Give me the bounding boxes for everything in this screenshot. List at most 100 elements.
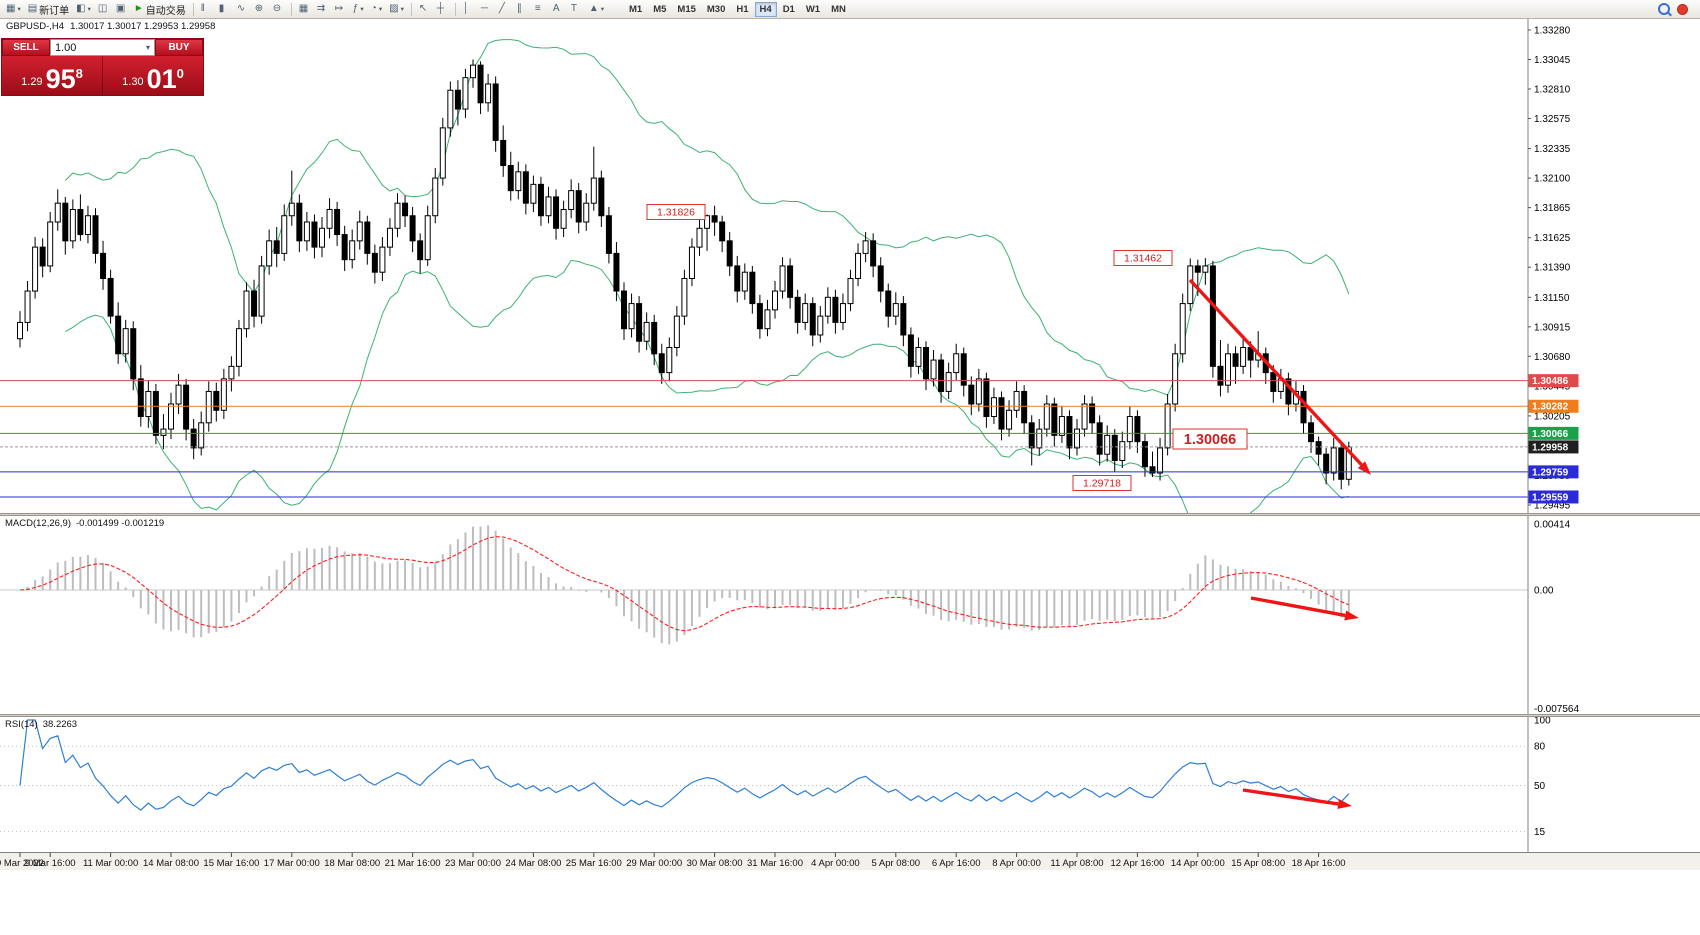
- new-order-button-label: 新订单: [39, 5, 70, 17]
- new-order-button[interactable]: ▤ 新订单: [25, 1, 72, 17]
- bar-chart-button[interactable]: ‖: [198, 1, 215, 17]
- timeframe-m30-button[interactable]: M30: [702, 2, 730, 17]
- rsi-label: RSI(14): [5, 719, 38, 730]
- channel-icon: ∥: [516, 3, 522, 14]
- macd-scale-tick: 0.00: [1534, 586, 1554, 597]
- caret-down-icon: ▾: [600, 6, 604, 13]
- chart-shift-icon: ↦: [334, 3, 344, 14]
- data-window-icon: ▣: [115, 3, 126, 14]
- macd-label: MACD(12,26,9): [5, 518, 71, 529]
- sell-price[interactable]: 1.29 958: [2, 56, 103, 95]
- new-chart-icon: ▦: [6, 3, 16, 14]
- panel-separator[interactable]: [0, 513, 1700, 516]
- line-chart-button[interactable]: ∿: [234, 1, 251, 17]
- time-tick: 14 Mar 08:00: [143, 858, 199, 869]
- time-tick: 8 Apr 00:00: [992, 858, 1041, 869]
- macd-scale-tick: 0.00414: [1534, 519, 1571, 530]
- price-tag-label: 1.30066: [1532, 429, 1569, 440]
- timeframe-bar: M1 M5 M15 M30 H1 H4 D1 W1 MN: [624, 1, 851, 17]
- price-callout[interactable]: [646, 204, 706, 220]
- trendline-button[interactable]: ╱: [496, 1, 513, 17]
- price-tick: 1.31625: [1534, 233, 1571, 244]
- connection-status-icon: [1677, 3, 1688, 15]
- price-tick: 1.30205: [1534, 411, 1571, 422]
- toolbar-separator: [454, 2, 456, 16]
- timeframe-h1-button[interactable]: H1: [731, 2, 753, 17]
- channel-button[interactable]: ∥: [514, 1, 531, 17]
- time-tick: 24 Mar 08:00: [505, 858, 561, 869]
- crosshair-button[interactable]: ┼: [434, 1, 451, 17]
- profiles-icon: ◧: [76, 3, 86, 14]
- buy-button[interactable]: BUY: [155, 39, 203, 56]
- timeframe-m15-button[interactable]: M15: [672, 2, 700, 17]
- price-tag: [1528, 490, 1579, 504]
- price-tick: 1.30915: [1534, 322, 1571, 333]
- horizontal-line-button[interactable]: ─: [478, 1, 495, 17]
- toolbar-separator: [290, 2, 292, 16]
- zoom-in-button[interactable]: ⊕: [252, 1, 269, 17]
- indicators-icon: ƒ: [352, 3, 359, 14]
- price-trend-arrow[interactable]: [1188, 278, 1363, 466]
- toolbar-right: [1658, 3, 1697, 15]
- timeframe-m1-button[interactable]: M1: [624, 2, 647, 17]
- price-tick: 1.32335: [1534, 144, 1571, 155]
- rsi-scale-tick: 80: [1534, 742, 1546, 753]
- data-window-button[interactable]: ▣: [113, 1, 130, 17]
- auto-scroll-icon: ⇉: [316, 3, 326, 14]
- panel-separator[interactable]: [0, 714, 1700, 717]
- templates-icon: ▨: [389, 3, 399, 14]
- templates-button[interactable]: ▨ ▾: [386, 1, 407, 17]
- volume-stepper[interactable]: 1.00 ▾: [50, 39, 155, 56]
- new-chart-button[interactable]: ▦ ▾: [3, 1, 24, 17]
- chart-shift-button[interactable]: ↦: [332, 1, 349, 17]
- periods-button[interactable]: ◔ ▾: [368, 1, 385, 17]
- chart-title: GBPUSD-,H4 1.30017 1.30017 1.29953 1.2995…: [6, 21, 221, 32]
- line-chart-icon: ∿: [236, 3, 246, 14]
- cursor-button[interactable]: ↖: [416, 1, 433, 17]
- toolbar-separator: [410, 2, 412, 16]
- macd-trend-arrow[interactable]: [1250, 596, 1346, 618]
- fibonacci-button[interactable]: ≡: [532, 1, 549, 17]
- caret-down-icon: ▾: [400, 6, 404, 13]
- timeframe-m5-button[interactable]: M5: [648, 2, 671, 17]
- candlestick-chart-button[interactable]: ▮: [216, 1, 233, 17]
- price-callout[interactable]: [1172, 428, 1248, 450]
- profiles-button[interactable]: ◧ ▾: [73, 1, 94, 17]
- search-icon[interactable]: [1658, 3, 1670, 15]
- ohlc-values: 1.30017 1.30017 1.29953 1.29958: [70, 21, 216, 32]
- timeframe-d1-button[interactable]: D1: [778, 2, 800, 17]
- time-tick: 17 Mar 00:00: [264, 858, 320, 869]
- price-callout-label: 1.30066: [1184, 432, 1236, 448]
- volume-dropdown-icon[interactable]: ▾: [145, 43, 150, 52]
- auto-trading-button[interactable]: ► 自动交易: [131, 1, 189, 17]
- price-tick: 1.33045: [1534, 55, 1571, 66]
- zoom-out-button[interactable]: ⊖: [270, 1, 287, 17]
- text-label-button[interactable]: T: [568, 1, 585, 17]
- price-tick: 1.31390: [1534, 263, 1571, 274]
- rsi-trend-arrow[interactable]: [1242, 788, 1339, 806]
- candlestick-chart-icon: ▮: [218, 3, 225, 14]
- indicators-button[interactable]: ƒ ▾: [350, 1, 367, 17]
- auto-trading-icon: ►: [133, 3, 144, 14]
- tile-windows-icon: ▦: [298, 3, 309, 14]
- charts-grid-button[interactable]: ◫: [95, 1, 112, 17]
- price-callout[interactable]: [1072, 475, 1132, 491]
- rsi-panel: [0, 719, 1528, 832]
- timeframe-w1-button[interactable]: W1: [801, 2, 825, 17]
- timeframe-h4-button[interactable]: H4: [754, 1, 777, 17]
- buy-price[interactable]: 1.30 010: [103, 56, 203, 95]
- sell-button[interactable]: SELL: [2, 39, 50, 56]
- time-tick: 9 Mar 2022: [0, 858, 44, 869]
- price-callout[interactable]: [1113, 250, 1173, 266]
- volume-value[interactable]: 1.00: [55, 41, 77, 54]
- vertical-line-button[interactable]: │: [460, 1, 477, 17]
- text-button[interactable]: A: [550, 1, 567, 17]
- auto-scroll-button[interactable]: ⇉: [314, 1, 331, 17]
- time-axis[interactable]: [0, 852, 1700, 870]
- timeframe-mn-button[interactable]: MN: [826, 2, 851, 17]
- price-axis[interactable]: 1.33280 1.33045 1.32810 1.32575 1.32335 1.321…: [1527, 17, 1579, 852]
- shapes-button[interactable]: ▲ ▾: [586, 1, 607, 17]
- time-tick: 25 Mar 16:00: [566, 858, 622, 869]
- tile-windows-button[interactable]: ▦: [296, 1, 313, 17]
